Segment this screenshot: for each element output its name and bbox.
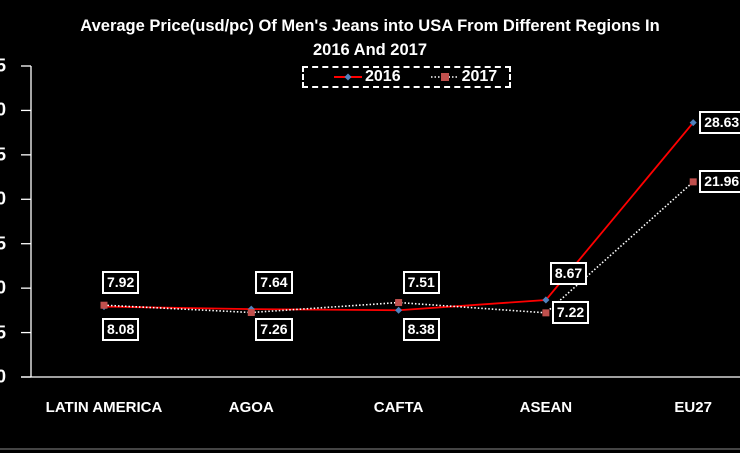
data-label-2017: 8.08 [102, 318, 140, 341]
x-tick-label: AGOA [228, 399, 274, 416]
data-label-2016: 28.63 [699, 111, 740, 135]
data-point-2016 [542, 296, 550, 304]
legend-item-2017: 2017 [430, 68, 498, 86]
x-tick-label: EU27 [674, 399, 712, 416]
legend-line-2017-icon [430, 73, 459, 81]
data-label-2016: 7.51 [402, 271, 440, 294]
legend: 2016 2017 [302, 66, 511, 88]
data-label-2017: 7.26 [255, 318, 293, 341]
data-label-2017: 7.22 [551, 301, 590, 325]
series-line-2017 [103, 181, 694, 314]
y-tick-label: 10 [0, 277, 7, 298]
y-tick-label: 25 [0, 144, 7, 165]
y-tick-label: 0 [0, 366, 6, 387]
y-tick-label: 15 [0, 233, 7, 254]
legend-label-2017: 2017 [461, 68, 498, 85]
title-line-2: 2016 And 2017 [312, 41, 428, 59]
y-tick-label: 30 [0, 99, 7, 120]
y-tick-label: 35 [0, 55, 7, 76]
chart-title: Average Price(usd/pc) Of Men's Jeans int… [0, 14, 740, 62]
data-label-2017: 21.96 [699, 170, 740, 194]
series-line-2016 [103, 122, 694, 312]
data-point-2017 [689, 178, 697, 186]
data-point-2017 [395, 299, 403, 307]
x-tick-label: CAFTA [373, 399, 424, 416]
y-tick-label: 20 [0, 188, 7, 209]
legend-item-2016: 2016 [334, 68, 401, 86]
legend-line-2016-icon [334, 73, 362, 81]
data-point-2017 [100, 301, 108, 309]
data-label-2016: 7.92 [102, 271, 140, 294]
x-tick-label: ASEAN [519, 399, 573, 416]
data-point-2016 [395, 306, 403, 314]
data-point-2017 [542, 309, 550, 317]
y-tick-label: 5 [0, 322, 6, 343]
data-point-2016 [689, 119, 697, 127]
data-point-2017 [247, 308, 255, 316]
legend-label-2016: 2016 [365, 68, 401, 85]
x-tick-label: LATIN AMERICA [45, 399, 163, 416]
data-label-2016: 8.67 [549, 261, 588, 285]
title-line-1: Average Price(usd/pc) Of Men's Jeans int… [80, 17, 660, 35]
data-label-2016: 7.64 [255, 271, 293, 294]
data-label-2017: 8.38 [402, 318, 440, 341]
